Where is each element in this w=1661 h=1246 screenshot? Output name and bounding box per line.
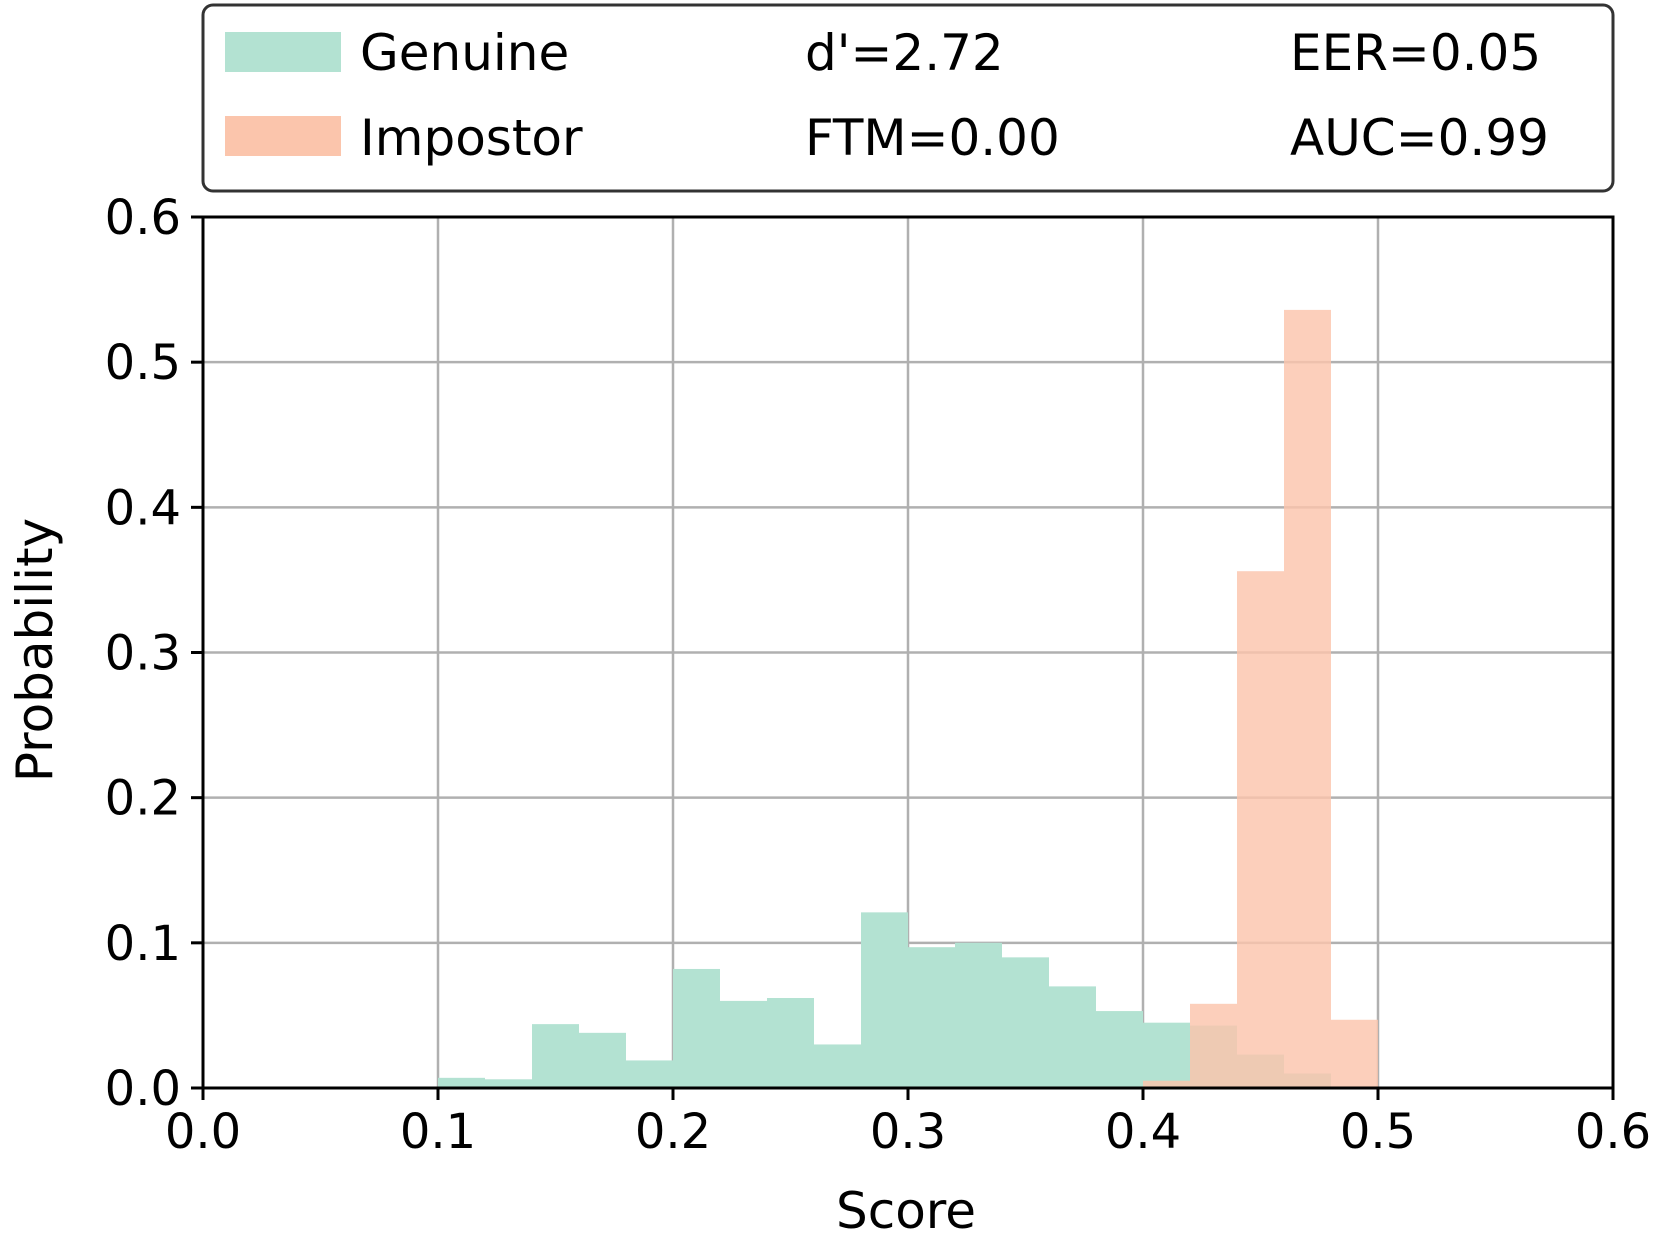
y-axis-label: Probability	[6, 518, 64, 782]
bar-impostor	[1143, 1080, 1190, 1088]
bar-impostor	[1237, 571, 1284, 1088]
x-tick-label: 0.4	[1105, 1104, 1181, 1160]
bar-genuine	[532, 1024, 579, 1088]
bar-genuine	[1143, 1022, 1190, 1088]
legend-stat-ftm: FTM=0.00	[805, 109, 1060, 167]
bar-genuine	[1002, 957, 1049, 1088]
x-tick-label: 0.2	[635, 1104, 711, 1160]
legend-swatch-impostor	[225, 116, 341, 156]
x-tick-label: 0.6	[1575, 1104, 1651, 1160]
bar-genuine	[955, 942, 1002, 1088]
bar-genuine	[579, 1032, 626, 1088]
y-tick-label: 0.6	[105, 190, 181, 246]
y-tick-label: 0.1	[105, 916, 181, 972]
bar-genuine	[908, 947, 955, 1088]
bar-impostor	[1284, 309, 1331, 1088]
bar-genuine	[1049, 986, 1096, 1088]
y-tick-label: 0.3	[105, 626, 181, 682]
legend-label-impostor: Impostor	[360, 109, 583, 167]
legend-stat-auc: AUC=0.99	[1290, 109, 1549, 167]
bar-genuine	[861, 912, 908, 1088]
bar-genuine	[626, 1060, 673, 1088]
y-tick-label: 0.5	[105, 335, 181, 391]
y-tick-label: 0.4	[105, 480, 181, 536]
bar-genuine	[767, 997, 814, 1088]
legend-stat-dprime: d'=2.72	[805, 24, 1004, 82]
y-tick-label: 0.0	[105, 1061, 181, 1117]
bar-genuine	[485, 1079, 532, 1088]
legend-swatch-genuine	[225, 32, 341, 72]
bar-genuine	[1096, 1011, 1143, 1088]
legend: Genuine Impostor d'=2.72 EER=0.05 FTM=0.…	[201, 3, 1615, 193]
bar-genuine	[673, 968, 720, 1088]
bar-impostor	[1331, 1019, 1378, 1088]
bar-genuine	[438, 1077, 485, 1088]
legend-label-genuine: Genuine	[360, 24, 569, 82]
bars	[438, 309, 1378, 1088]
bar-genuine	[720, 1000, 767, 1088]
x-tick-label: 0.1	[400, 1104, 476, 1160]
x-axis-label: Score	[836, 1182, 976, 1240]
legend-stat-eer: EER=0.05	[1290, 24, 1541, 82]
y-tick-label: 0.2	[105, 771, 181, 827]
legend-box	[201, 3, 1615, 193]
x-tick-label: 0.5	[1340, 1104, 1416, 1160]
x-tick-label: 0.0	[165, 1104, 241, 1160]
bar-impostor	[1190, 1003, 1237, 1088]
x-tick-label: 0.3	[870, 1104, 946, 1160]
ticks: 0.0 0.1 0.2 0.3 0.4 0.5 0.6 0.0 0.1 0.2 0.3 0.4 0.5 0…	[105, 190, 1652, 1160]
bar-genuine	[814, 1044, 861, 1088]
